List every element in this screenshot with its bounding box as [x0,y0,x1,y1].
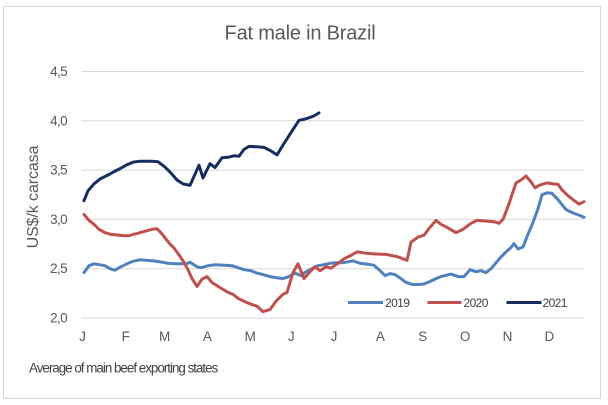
svg-text:2020: 2020 [464,296,489,310]
svg-text:J: J [288,329,295,344]
svg-text:3,0: 3,0 [50,212,67,227]
svg-text:O: O [460,329,471,344]
svg-text:4,0: 4,0 [50,113,67,128]
svg-text:3,5: 3,5 [50,163,67,178]
svg-text:J: J [79,329,86,344]
svg-text:J: J [331,329,338,344]
svg-text:2019: 2019 [385,296,410,310]
svg-text:D: D [545,329,555,344]
svg-text:S: S [418,329,427,344]
svg-text:2,5: 2,5 [50,261,67,276]
svg-text:US$/k carcasa: US$/k carcasa [25,145,42,248]
svg-text:F: F [122,329,130,344]
svg-text:2,0: 2,0 [50,311,67,326]
svg-text:A: A [203,329,212,344]
svg-text:2021: 2021 [543,296,568,310]
svg-text:N: N [503,329,513,344]
svg-text:Average of main beef exporting: Average of main beef exporting states [29,360,219,375]
svg-text:Fat male in Brazil: Fat male in Brazil [225,23,376,45]
svg-text:4,5: 4,5 [50,64,67,79]
svg-text:A: A [376,329,385,344]
svg-text:M: M [159,329,170,344]
svg-text:M: M [245,329,256,344]
